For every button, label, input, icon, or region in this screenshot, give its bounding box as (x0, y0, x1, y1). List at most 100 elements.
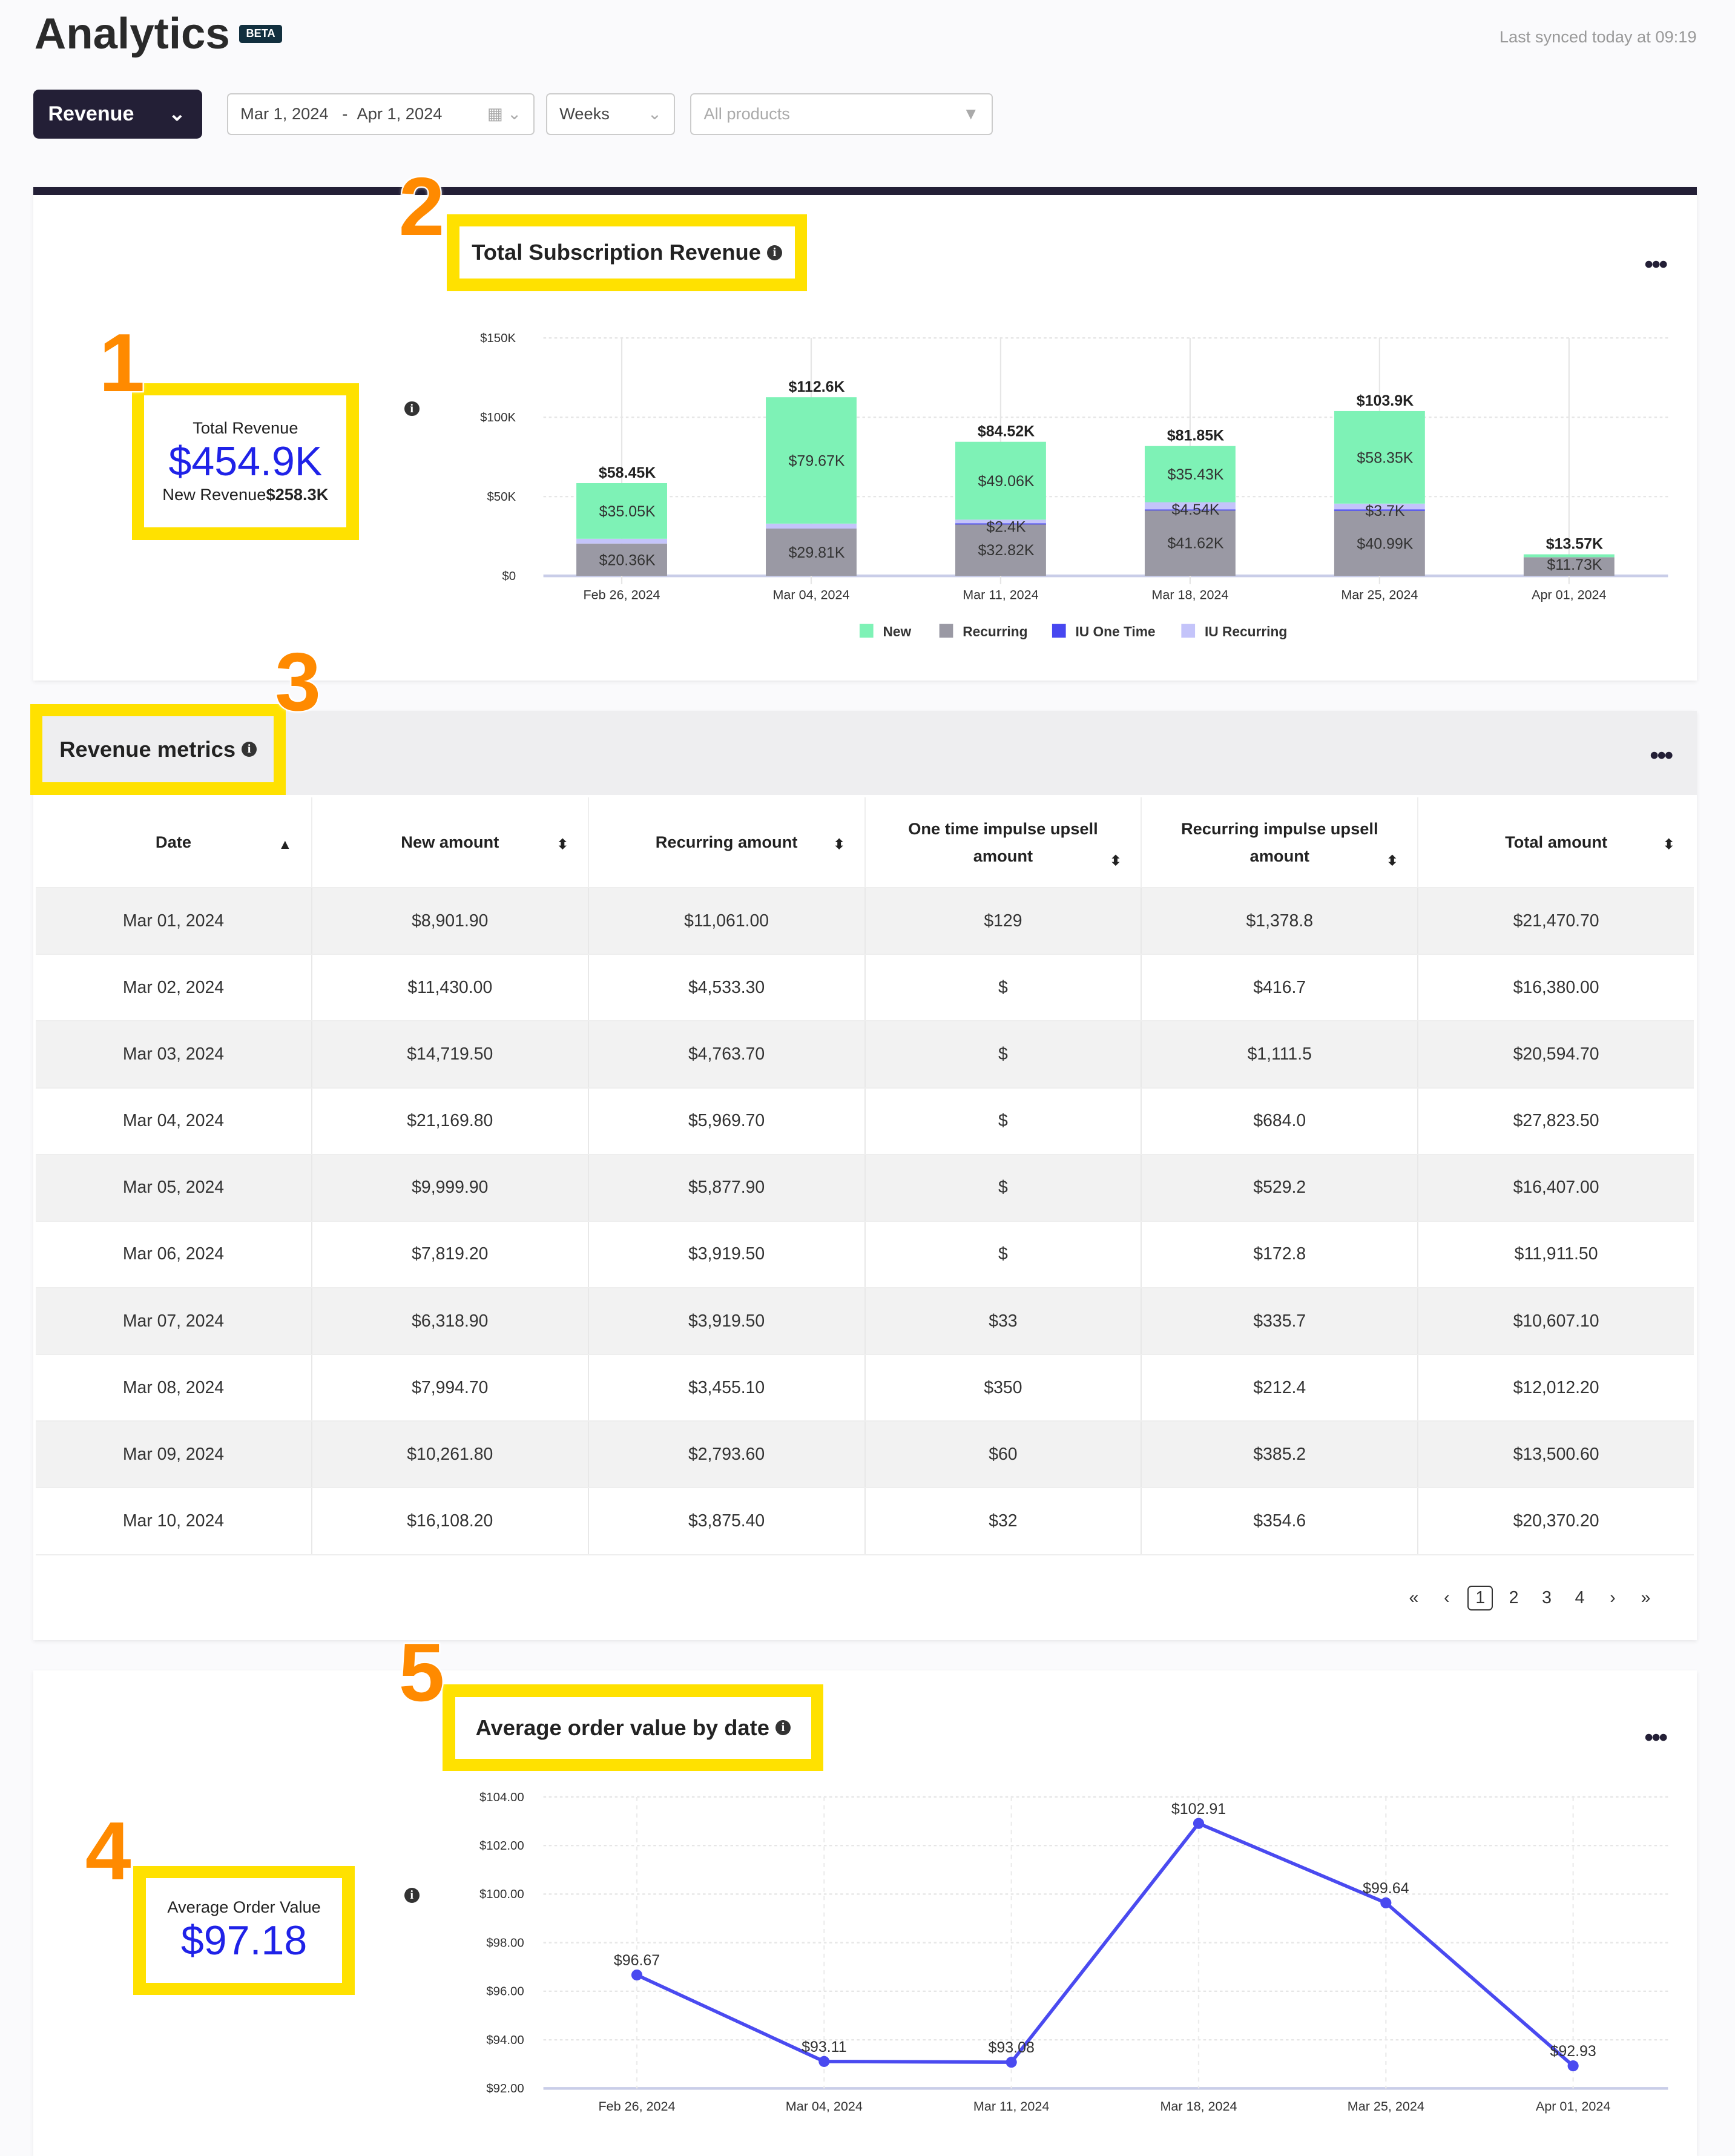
chart-title-highlight: Average order value by date i (443, 1684, 824, 1772)
sort-icon[interactable]: ⬍ (1110, 852, 1122, 868)
column-header[interactable]: Recurring amount ⬍ (589, 797, 866, 888)
data-label: $93.11 (802, 2039, 847, 2055)
bar-segment-iu-one-time (1144, 509, 1236, 511)
table-cell: $416.7 (1142, 955, 1419, 1021)
bar-segment-new (1334, 410, 1425, 504)
kpi-label: Average Order Value (167, 1897, 321, 1916)
sort-icon[interactable]: ⬍ (1663, 836, 1675, 852)
bar-segment-recurring (955, 523, 1046, 576)
table-cell: $684.0 (1142, 1088, 1419, 1154)
interval-select[interactable]: Weeks ⌄ (545, 93, 676, 135)
bar-segment-label: $35.05K (599, 503, 655, 520)
x-tick-label: Feb 26, 2024 (583, 587, 660, 602)
sub-kpi-value: $258.3K (266, 485, 329, 504)
date-end: Apr 1, 2024 (357, 104, 443, 124)
bar-segment-label: $4.54K (1171, 501, 1219, 518)
table-cell: Mar 01, 2024 (36, 888, 312, 954)
annotation-number: 1 (97, 317, 146, 409)
column-header[interactable]: Recurring impulse upsell amount ⬍ (1142, 797, 1419, 888)
table-cell: Mar 04, 2024 (36, 1088, 312, 1154)
table-row: Mar 05, 2024 $9,999.90 $5,877.90 $ $529.2 $16… (36, 1155, 1694, 1222)
revenue-chart-card: Total Revenue $454.9K New Revenue$258.3K… (33, 186, 1697, 681)
revenue-metrics-card: Revenue metrics i ••• Date ▲ New amount ⬍ Re… (30, 704, 1697, 1641)
table-row: Mar 03, 2024 $14,719.50 $4,763.70 $ $1,111.5… (36, 1021, 1694, 1089)
table-cell: $129 (866, 888, 1142, 954)
column-label: One time impulse upsell amount (908, 819, 1098, 866)
page-button-3[interactable]: 3 (1542, 1587, 1552, 1607)
info-icon[interactable]: i (775, 1720, 791, 1736)
date-start: Mar 1, 2024 (240, 104, 329, 124)
next-page-button[interactable]: › (1610, 1587, 1616, 1607)
bar-total-label: $58.45K (598, 464, 655, 481)
more-options-icon[interactable]: ••• (1644, 249, 1667, 278)
bar-segment-iu-recurring (576, 538, 667, 544)
products-filter[interactable]: All products ▼ (690, 93, 993, 135)
page-button-4[interactable]: 4 (1575, 1587, 1585, 1607)
y-tick-label: $96.00 (486, 1985, 524, 1999)
table-header-bar (33, 711, 1697, 795)
date-range-picker[interactable]: Mar 1, 2024 - Apr 1, 2024 ▦ ⌄ (226, 93, 535, 135)
metric-dropdown[interactable]: Revenue ⌄ (33, 89, 202, 139)
data-point (1380, 1897, 1391, 1909)
sort-ascending-icon[interactable]: ▲ (278, 836, 292, 852)
chart-title: Total Subscription Revenue (472, 240, 761, 265)
data-label: $92.93 (1550, 2043, 1596, 2060)
table-cell: $21,470.70 (1513, 911, 1599, 931)
data-label: $102.91 (1171, 1801, 1225, 1818)
y-tick-label: $98.00 (486, 1937, 524, 1950)
legend-label: New (883, 624, 911, 639)
data-point (1006, 2057, 1017, 2068)
page-button-2[interactable]: 2 (1509, 1587, 1519, 1607)
info-icon[interactable]: i (404, 1888, 420, 1904)
sort-icon[interactable]: ⬍ (556, 836, 568, 852)
column-header[interactable]: Total amount ⬍ (1418, 797, 1694, 887)
bar-chart: $0 $50K $100K $150K Feb 26, 2024 $20.36K $35.0… (480, 332, 1668, 639)
table-cell: $10,607.10 (1513, 1311, 1599, 1331)
last-page-button[interactable]: » (1641, 1587, 1651, 1607)
x-tick-label: Mar 11, 2024 (973, 2098, 1049, 2114)
table-row: Mar 02, 2024 $11,430.00 $4,533.30 $ $416.7 $1… (36, 955, 1694, 1022)
interval-value: Weeks (559, 104, 610, 124)
column-header[interactable]: New amount ⬍ (312, 797, 589, 888)
legend-swatch (939, 624, 953, 638)
column-label: New amount (401, 832, 499, 852)
line-chart: $92.00 $94.00 $96.00 $98.00 $100.00 $102.00 $1… (479, 1791, 1668, 2114)
sort-icon[interactable]: ⬍ (1386, 852, 1398, 868)
more-options-icon[interactable]: ••• (1644, 1722, 1667, 1751)
first-page-button[interactable]: « (1409, 1587, 1419, 1607)
bar-segment-recurring (1144, 509, 1236, 576)
x-tick-label: Apr 01, 2024 (1532, 587, 1606, 602)
table-cell: Mar 02, 2024 (36, 955, 312, 1021)
sort-icon[interactable]: ⬍ (833, 836, 845, 852)
y-tick-label: $100.00 (479, 1888, 524, 1902)
chart-title: Average order value by date (475, 1715, 769, 1740)
info-icon[interactable]: i (404, 401, 420, 417)
table-cell: $32 (866, 1488, 1142, 1554)
column-header[interactable]: One time impulse upsell amount ⬍ (866, 797, 1142, 888)
bar-segment-new (1144, 446, 1236, 503)
legend-swatch (1180, 624, 1195, 638)
bar-segment-label: $11.73K (1547, 556, 1602, 573)
table-row: Mar 01, 2024 $8,901.90 $11,061.00 $129 $1,37… (36, 888, 1694, 955)
kpi-highlight: Total Revenue $454.9K New Revenue$258.3K (132, 383, 359, 540)
sub-kpi-label: New Revenue (162, 485, 266, 504)
info-icon[interactable]: i (767, 245, 782, 260)
bar-segment-label: $41.62K (1167, 535, 1223, 552)
table-cell: $6,318.90 (312, 1288, 589, 1354)
y-tick-label: $94.00 (486, 2034, 524, 2047)
page-button-1[interactable]: 1 (1467, 1585, 1493, 1611)
more-options-icon[interactable]: ••• (1650, 741, 1673, 770)
table-cell: $21,169.80 (312, 1088, 589, 1154)
table-row: Mar 08, 2024 $7,994.70 $3,455.10 $350 $212.4… (36, 1355, 1694, 1422)
column-label: Recurring amount (655, 832, 798, 852)
table-cell: $10,261.80 (312, 1422, 589, 1488)
bar-segment-iu-one-time (1334, 509, 1425, 511)
kpi-value: $97.18 (180, 1917, 308, 1963)
prev-page-button[interactable]: ‹ (1444, 1587, 1450, 1607)
info-icon[interactable]: i (242, 742, 257, 757)
bar-segment-iu-recurring (1144, 502, 1236, 510)
column-header[interactable]: Date ▲ (36, 797, 312, 888)
data-point (1567, 2060, 1579, 2072)
bar-segment-new (576, 483, 667, 539)
table-cell: Mar 08, 2024 (36, 1355, 312, 1421)
